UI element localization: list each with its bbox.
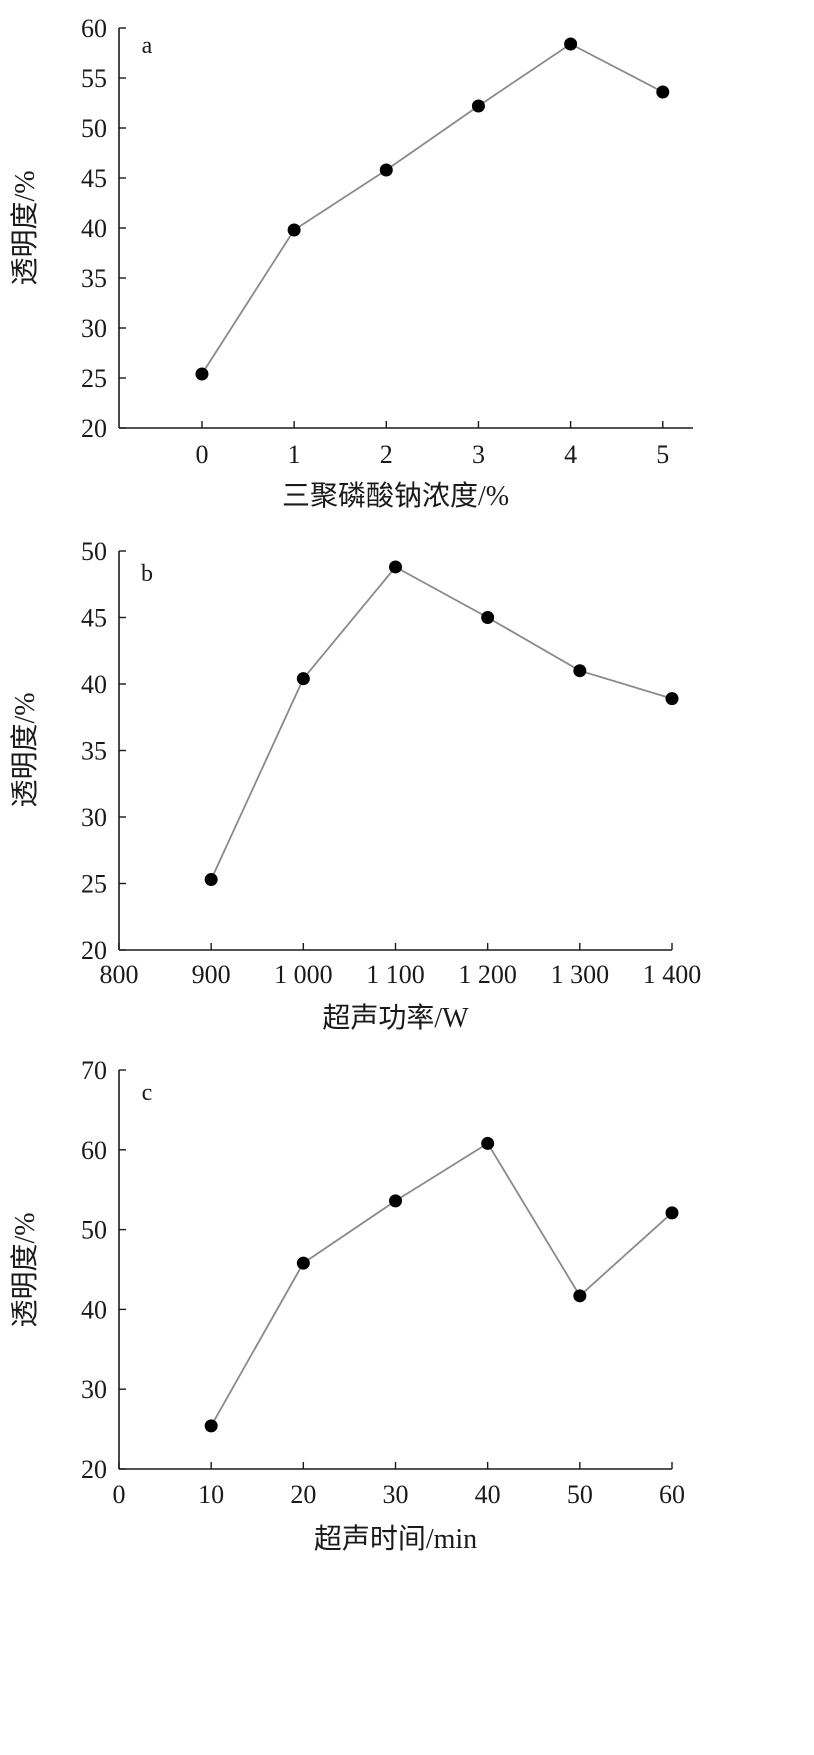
y-tick-label: 35 xyxy=(81,264,107,293)
x-axis-title: 三聚磷酸钠浓度/% xyxy=(282,480,509,512)
y-tick-label: 45 xyxy=(81,604,107,633)
y-tick-label: 20 xyxy=(81,414,107,443)
y-tick-label: 50 xyxy=(81,1216,107,1245)
x-tick-label: 5 xyxy=(656,440,669,469)
x-tick-label: 50 xyxy=(567,1480,593,1509)
y-tick-label: 25 xyxy=(81,364,107,393)
x-tick-label: 0 xyxy=(195,440,208,469)
y-tick-label: 45 xyxy=(81,164,107,193)
series-line xyxy=(201,42,664,375)
y-axis-title: 透明度/% xyxy=(9,170,41,285)
x-tick-label: 1 000 xyxy=(274,960,333,989)
x-tick-label: 4 xyxy=(564,440,577,469)
x-tick-label: 900 xyxy=(192,960,231,989)
data-point xyxy=(665,692,679,706)
data-point xyxy=(481,611,495,624)
y-tick-label: 50 xyxy=(81,114,107,143)
chart-panel-c: 20 30 40 50 60 70 0 10 20 30 40 50 60 c 超声时间/min 透明度/% xyxy=(9,1056,685,1555)
x-tick-label: 20 xyxy=(290,1480,316,1509)
x-tick-label: 800 xyxy=(100,960,139,989)
data-point xyxy=(287,223,301,237)
x-axis-title: 超声功率/W xyxy=(322,1002,469,1034)
chart-panel-b: 20 25 30 35 40 45 50 800 900 1 000 1 100 1 200 1 300… xyxy=(9,537,701,1034)
panel-label: b xyxy=(141,561,153,587)
x-tick-label: 1 200 xyxy=(458,960,517,989)
panel-label: a xyxy=(142,33,153,59)
x-tick-label: 10 xyxy=(198,1480,224,1509)
y-tick-label: 40 xyxy=(81,670,107,699)
series-line xyxy=(210,1142,673,1427)
x-axis-title: 超声时间/min xyxy=(314,1523,477,1555)
data-point xyxy=(195,367,209,381)
data-point xyxy=(665,1206,679,1220)
y-tick-label: 30 xyxy=(81,803,107,832)
y-tick-label: 30 xyxy=(81,314,107,343)
data-point xyxy=(573,1289,587,1303)
y-tick-label: 40 xyxy=(81,1295,107,1324)
x-tick-label: 30 xyxy=(383,1480,409,1509)
x-tick-label: 1 100 xyxy=(366,960,425,989)
data-point xyxy=(389,560,402,574)
panel-label: c xyxy=(142,1080,153,1106)
data-point xyxy=(296,1256,310,1270)
x-tick-label: 3 xyxy=(472,440,485,469)
data-point xyxy=(389,1194,402,1208)
x-tick-label: 1 300 xyxy=(551,960,610,989)
x-tick-label: 1 400 xyxy=(643,960,702,989)
y-tick-label: 55 xyxy=(81,64,107,93)
y-axis-title: 透明度/% xyxy=(9,692,41,807)
y-tick-label: 50 xyxy=(81,537,107,566)
x-tick-label: 0 xyxy=(113,1480,126,1509)
data-point xyxy=(573,664,587,678)
y-tick-label: 60 xyxy=(81,14,107,43)
data-point xyxy=(481,1136,495,1150)
data-point xyxy=(296,672,310,686)
x-tick-label: 40 xyxy=(475,1480,501,1509)
y-tick-label: 20 xyxy=(81,936,107,965)
x-tick-label: 1 xyxy=(288,440,301,469)
y-tick-label: 40 xyxy=(81,214,107,243)
y-tick-label: 35 xyxy=(81,737,107,766)
y-tick-label: 60 xyxy=(81,1136,107,1165)
data-point xyxy=(379,163,393,177)
data-point xyxy=(471,99,485,113)
data-point xyxy=(564,37,578,51)
y-axis-title: 透明度/% xyxy=(9,1212,41,1327)
y-tick-label: 70 xyxy=(81,1056,107,1085)
data-point xyxy=(204,873,218,887)
y-tick-label: 30 xyxy=(81,1375,107,1404)
y-tick-label: 20 xyxy=(81,1455,107,1484)
y-tick-label: 25 xyxy=(81,870,107,899)
data-point xyxy=(656,85,670,99)
data-point xyxy=(204,1419,218,1433)
series-line xyxy=(210,565,673,880)
x-tick-label: 2 xyxy=(380,440,393,469)
x-tick-label: 60 xyxy=(659,1480,685,1509)
